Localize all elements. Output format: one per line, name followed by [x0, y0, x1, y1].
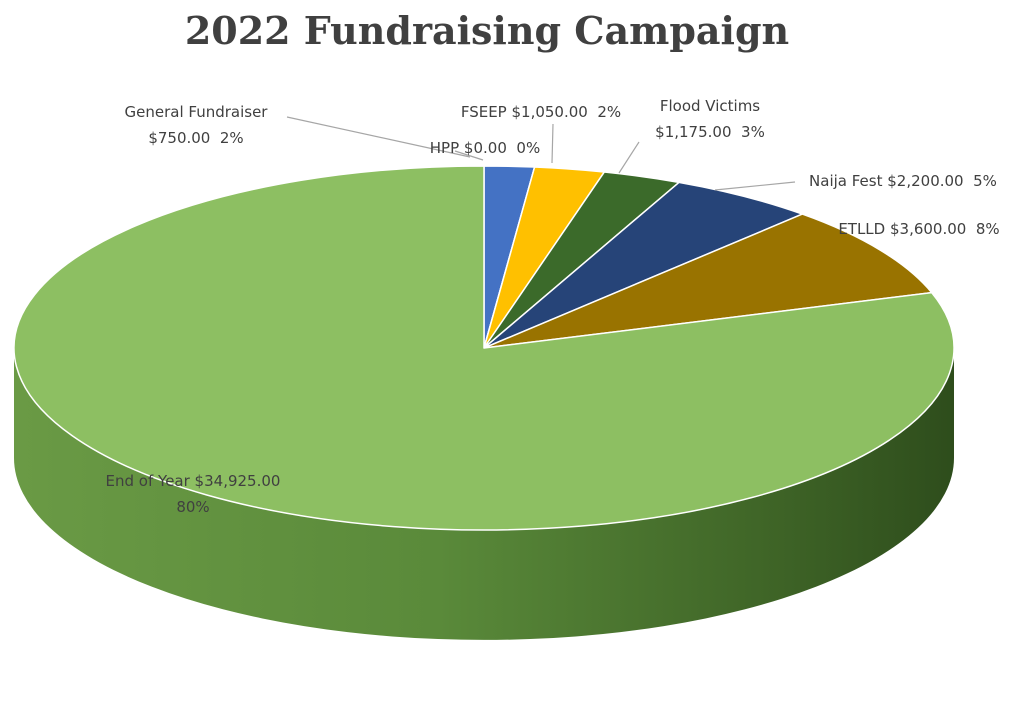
pie-slice-etlld: [483, 213, 933, 349]
leader-line-naija-fest: [714, 181, 796, 191]
data-label-general-fundraiser-line1: General Fundraiser: [125, 103, 269, 121]
data-label-etlld: ETLLD $3,600.00 8%: [838, 220, 999, 238]
pie-side-end-of-year: [14, 348, 954, 640]
data-label-hpp: HPP $0.00 0%: [430, 139, 540, 157]
chart-title: 2022 Fundraising Campaign: [185, 8, 789, 53]
leader-line-fseep: [551, 123, 554, 164]
pie-top-layer: [13, 165, 955, 531]
data-label-flood-victims-line2: $1,175.00 3%: [655, 123, 765, 141]
leader-lines: [286, 116, 796, 191]
leader-line-flood-victims: [618, 141, 640, 174]
data-label-end-of-year-line2: 80%: [176, 498, 209, 516]
leader-line-hpp: [454, 150, 484, 161]
leader-line-general-fundraiser: [286, 116, 471, 158]
data-labels: General Fundraiser $750.00 2% HPP $0.00 0%…: [106, 97, 1000, 516]
pie-slice-end-of-year: [13, 165, 955, 531]
data-label-flood-victims-line1: Flood Victims: [660, 97, 760, 115]
data-label-general-fundraiser-line2: $750.00 2%: [148, 129, 243, 147]
data-label-end-of-year-line1: End of Year $34,925.00: [106, 472, 281, 490]
data-label-fseep: FSEEP $1,050.00 2%: [461, 103, 621, 121]
pie-slice-naija-fest: [483, 181, 804, 349]
data-label-naija-fest: Naija Fest $2,200.00 5%: [809, 172, 997, 190]
pie-side-layer: [14, 348, 954, 640]
